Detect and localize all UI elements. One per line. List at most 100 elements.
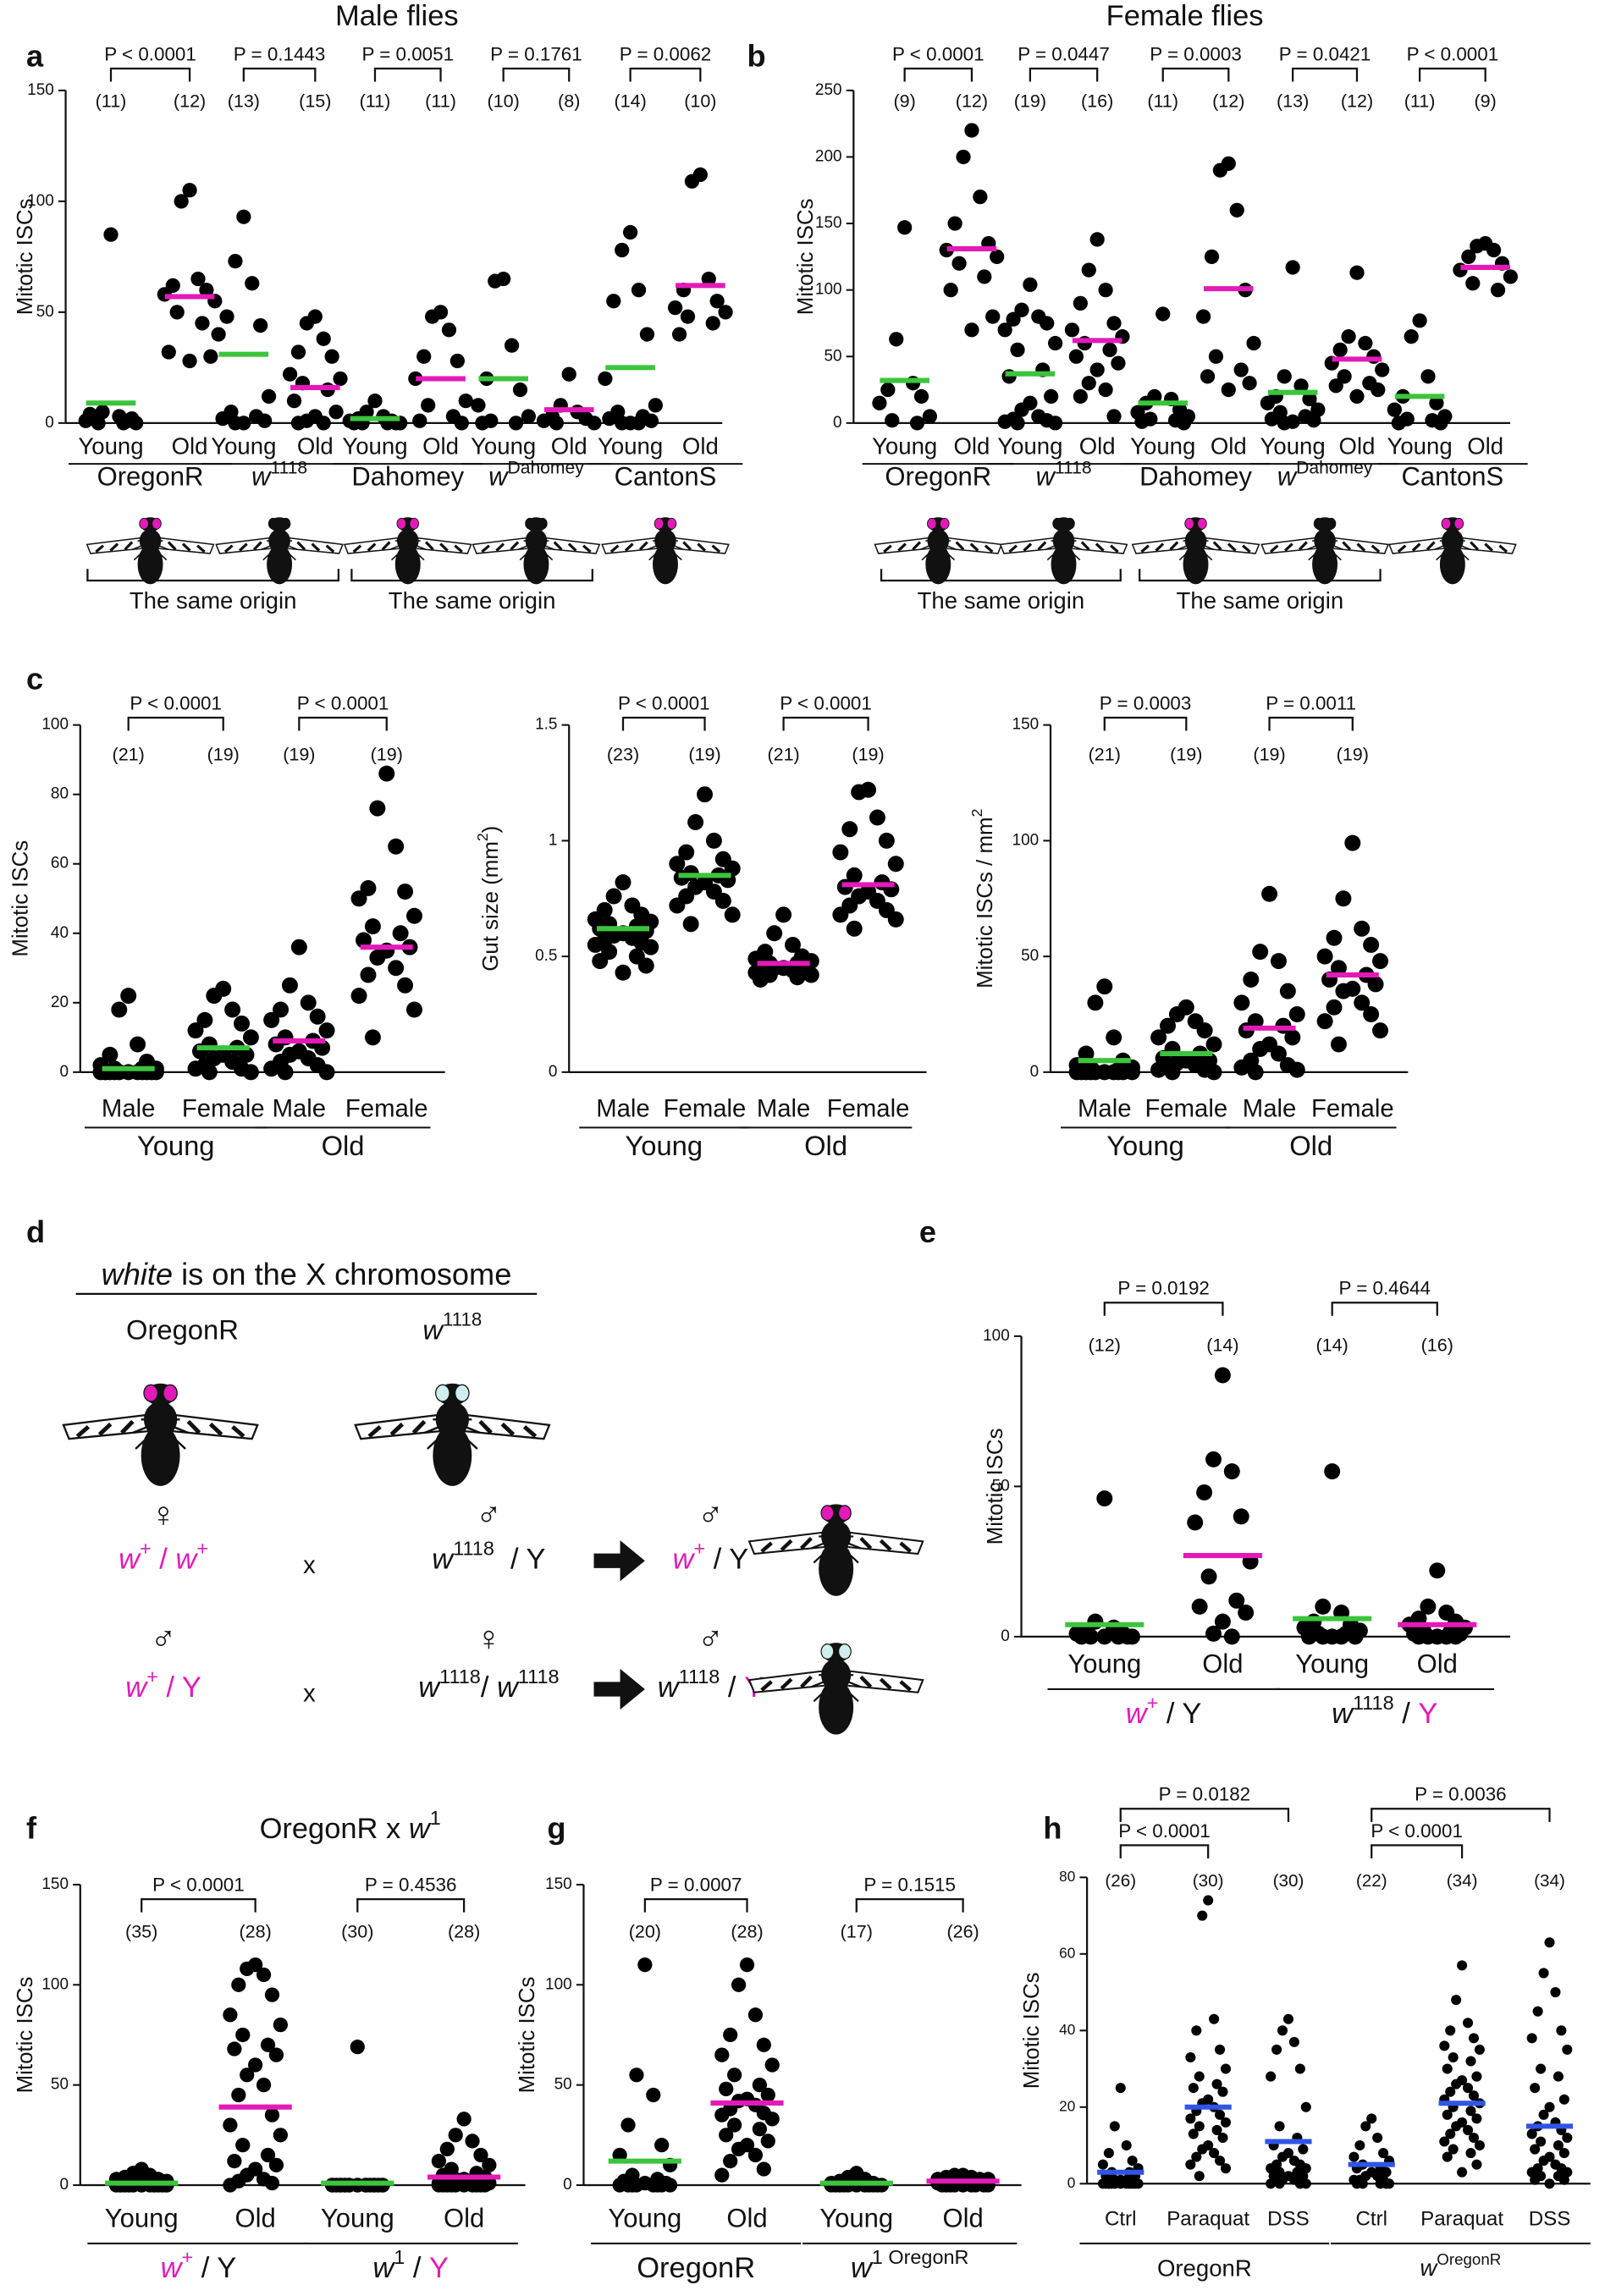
y-axis-label: Gut size (mm2): [474, 826, 503, 972]
data-point: [1106, 1029, 1122, 1046]
y-tick-label: 0: [1067, 2174, 1076, 2191]
data-point: [1471, 2159, 1482, 2170]
n-label: (12): [174, 91, 206, 111]
data-point: [1220, 2163, 1232, 2174]
sex-symbol: ♀: [151, 1495, 177, 1534]
y-tick-label: 60: [51, 855, 69, 873]
y-tick-label: 80: [1059, 1868, 1075, 1885]
wing-stripe: [381, 541, 391, 551]
data-point: [360, 966, 377, 983]
wing-stripe: [1371, 544, 1381, 553]
data-point: [612, 2178, 627, 2193]
block-label: w1118: [1035, 458, 1091, 491]
data-point: [682, 916, 699, 933]
genotype: w1118/ w1118: [418, 1666, 559, 1704]
n-label: (19): [1253, 745, 1285, 765]
data-point: [1302, 391, 1317, 407]
data-point: [1445, 2128, 1456, 2139]
data-point: [1538, 1968, 1549, 1979]
data-point: [714, 2167, 730, 2183]
data-point: [1205, 1451, 1222, 1467]
data-point: [667, 300, 683, 316]
y-tick-label: 150: [41, 1875, 69, 1893]
data-point: [1191, 2025, 1202, 2036]
significance-bracket: [643, 1898, 748, 1913]
fly-eye: [820, 1644, 835, 1660]
genotype-part: w: [497, 1671, 520, 1704]
data-point: [1474, 2140, 1485, 2151]
fly-eye: [525, 517, 535, 530]
data-point: [356, 932, 372, 949]
data-point: [282, 366, 298, 382]
data-point: [1109, 2121, 1120, 2132]
data-point: [1102, 342, 1117, 358]
sex-symbol: ♂: [151, 1619, 177, 1658]
wing-stripe: [1397, 544, 1407, 553]
group-label: Male: [102, 1094, 156, 1122]
data-point: [1558, 2174, 1569, 2185]
data-point: [1354, 2140, 1365, 2151]
data-point: [646, 2087, 661, 2103]
data-point: [1014, 302, 1029, 317]
data-point: [1442, 2063, 1453, 2074]
data-point: [1103, 2178, 1114, 2189]
block-label: OregonR: [885, 462, 991, 492]
data-point: [592, 953, 609, 970]
y-tick-label: 100: [815, 281, 842, 299]
fly-abdomen: [819, 1680, 854, 1735]
wing-stripe: [1411, 542, 1421, 552]
block-label-part: Dahomey: [1296, 458, 1373, 477]
data-point: [223, 2007, 238, 2023]
data-point: [1461, 249, 1476, 264]
data-point: [718, 305, 733, 320]
data-point: [662, 2178, 678, 2193]
data-point: [1326, 999, 1343, 1016]
wing-stripe: [325, 544, 335, 553]
data-point: [1073, 1628, 1090, 1645]
block-label: OregonR: [1157, 2255, 1252, 2281]
fly-eye: [143, 1384, 158, 1402]
data-point: [1191, 2151, 1202, 2162]
data-point: [1462, 2018, 1474, 2029]
fly-eye: [1184, 517, 1194, 530]
wing-stripe: [1298, 541, 1308, 551]
wing-stripe: [223, 544, 234, 553]
data-point: [1150, 1061, 1167, 1078]
data-point: [615, 416, 630, 431]
y-tick-label: 250: [815, 81, 842, 99]
data-point: [714, 2107, 730, 2123]
data-point: [1048, 335, 1063, 351]
data-point: [913, 388, 929, 405]
wing-stripe: [780, 1677, 793, 1690]
group-label: Young: [1130, 432, 1195, 459]
wing-stripe: [389, 1422, 405, 1436]
data-point: [431, 2178, 447, 2193]
data-point: [360, 879, 377, 896]
data-point: [235, 2027, 251, 2043]
fly-eye: [280, 517, 291, 530]
group-label: Male: [273, 1094, 327, 1122]
data-point: [549, 416, 564, 431]
data-point: [1349, 388, 1365, 405]
data-point: [1526, 2128, 1537, 2139]
data-point: [1127, 2156, 1138, 2167]
n-label: (10): [684, 91, 716, 111]
data-point: [1372, 953, 1388, 970]
data-point: [240, 2068, 255, 2083]
data-point: [1270, 953, 1287, 970]
data-point: [1316, 1013, 1333, 1030]
fly-eye: [1197, 517, 1207, 530]
y-tick-label: 60: [1059, 1944, 1075, 1961]
data-point: [1277, 416, 1292, 431]
wing-stripe: [883, 544, 892, 553]
wing-stripe: [1110, 544, 1119, 553]
wing-stripe: [500, 1422, 516, 1436]
data-point: [1465, 2056, 1476, 2067]
group-label: Young: [342, 432, 407, 459]
fly-abdomen: [653, 544, 678, 585]
data-point: [973, 190, 988, 205]
data-point: [643, 413, 659, 428]
y-tick-label: 100: [1012, 831, 1040, 849]
data-point: [1335, 890, 1352, 907]
data-point: [1194, 2121, 1205, 2132]
